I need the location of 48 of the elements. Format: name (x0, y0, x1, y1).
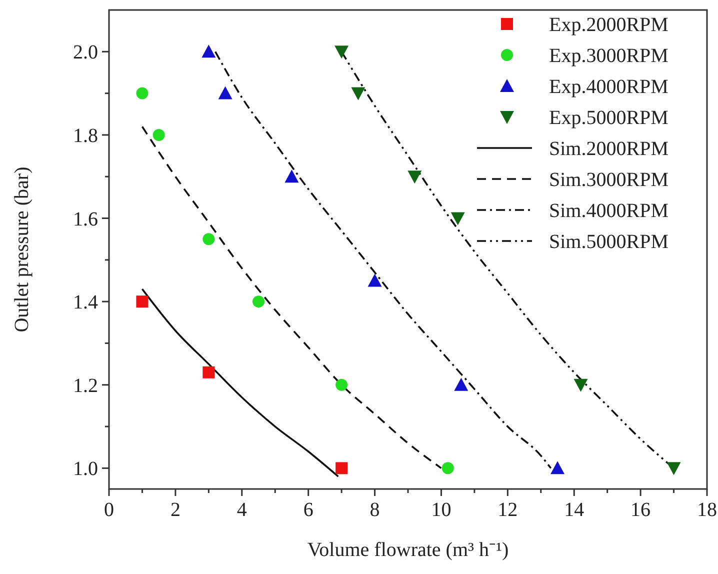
x-axis-title: Volume flowrate (m³ h⁻¹) (307, 539, 509, 561)
point (252, 296, 264, 308)
legend-label: Exp.4000RPM (549, 76, 669, 98)
point (351, 87, 366, 100)
x-tick-label: 0 (104, 499, 114, 521)
x-tick-label: 2 (170, 499, 180, 521)
point (334, 46, 349, 59)
x-tick-label: 10 (431, 499, 452, 521)
point (202, 44, 216, 58)
y-tick-label: 1.0 (73, 458, 98, 480)
x-tick-label: 4 (236, 499, 247, 521)
point (152, 128, 165, 141)
legend-label: Exp.5000RPM (549, 107, 669, 129)
x-tick-label: 6 (303, 499, 314, 521)
point (202, 233, 215, 246)
y-tick-label: 1.2 (73, 374, 98, 397)
x-tick-label: 12 (498, 499, 518, 521)
x-tick-label: 8 (370, 499, 380, 521)
x-tick-label: 14 (564, 499, 584, 521)
x-tick-label: 18 (697, 499, 717, 521)
legend-label: Sim.3000RPM (549, 169, 669, 191)
legend-label: Exp.3000RPM (549, 45, 669, 67)
point (450, 212, 465, 226)
y-tick-label: 1.4 (73, 292, 98, 314)
point (550, 461, 564, 474)
point (442, 462, 454, 474)
legend-label: Sim.2000RPM (549, 138, 669, 160)
point (574, 378, 588, 392)
point (368, 274, 382, 287)
legend-label: Sim.4000RPM (549, 200, 669, 222)
point (408, 170, 422, 184)
legend-label: Sim.5000RPM (549, 231, 669, 253)
point (454, 378, 468, 391)
point (336, 378, 348, 391)
point (202, 366, 215, 378)
legend-label: Exp.2000RPM (549, 14, 669, 36)
point (136, 296, 148, 308)
point (336, 462, 348, 474)
y-axis-title: Outlet pressure (bar) (11, 166, 33, 332)
point (136, 87, 148, 100)
y-tick-label: 1.8 (73, 124, 98, 147)
line-series (141, 288, 340, 478)
x-tick-label: 16 (630, 499, 651, 521)
y-tick-label: 1.6 (73, 208, 98, 230)
point (284, 170, 299, 183)
point (218, 86, 232, 100)
y-tick-label: 2.0 (73, 42, 98, 64)
point (666, 462, 681, 476)
